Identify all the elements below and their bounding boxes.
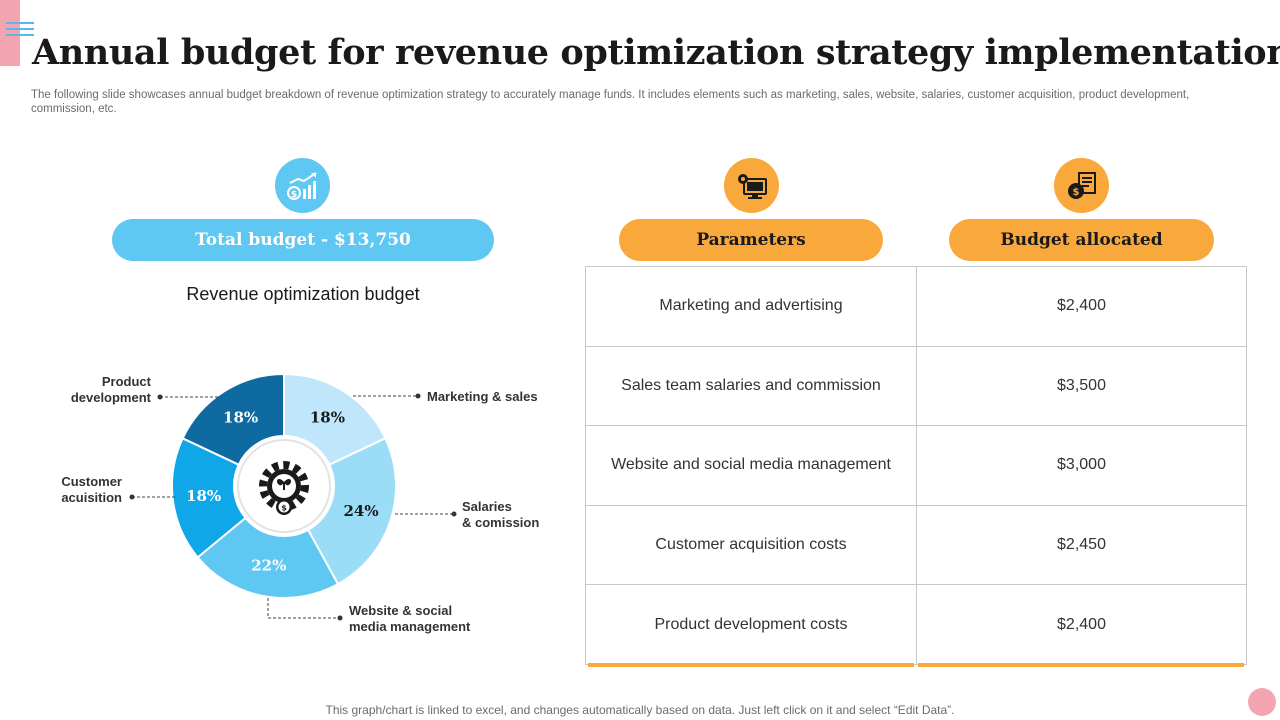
leader-dot bbox=[451, 511, 457, 517]
category-label: Customer acuisition bbox=[61, 474, 122, 505]
slice-value-label: 18% bbox=[223, 409, 258, 427]
svg-text:$: $ bbox=[1072, 187, 1079, 198]
computer-settings-icon bbox=[724, 158, 779, 213]
budget-cell: $3,500 bbox=[916, 345, 1247, 427]
leader-dot bbox=[129, 494, 135, 500]
table-row: Customer acquisition costs $2,450 bbox=[585, 504, 1247, 586]
leader-dot bbox=[157, 394, 163, 400]
slice-value-label: 18% bbox=[310, 409, 345, 427]
page-title: Annual budget for revenue optimization s… bbox=[32, 32, 1280, 73]
category-label: Website & social media management bbox=[349, 603, 471, 634]
parameter-cell: Marketing and advertising bbox=[585, 266, 917, 347]
slice-value-label: 22% bbox=[251, 557, 286, 575]
menu-icon[interactable] bbox=[6, 22, 34, 38]
parameter-cell: Customer acquisition costs bbox=[585, 504, 917, 586]
page-subtitle: The following slide showcases annual bud… bbox=[31, 89, 1190, 115]
parameter-cell: Website and social media management bbox=[585, 425, 917, 506]
footnote: This graph/chart is linked to excel, and… bbox=[325, 703, 955, 717]
svg-text:$: $ bbox=[290, 190, 296, 200]
table-row: Website and social media management $3,0… bbox=[585, 425, 1247, 506]
category-label: Product development bbox=[71, 374, 152, 405]
gear-money-icon: $ bbox=[234, 436, 334, 536]
budget-cell: $3,000 bbox=[916, 425, 1247, 506]
svg-text:$: $ bbox=[281, 504, 287, 513]
table-row: Product development costs $2,400 bbox=[585, 584, 1247, 665]
total-budget-pill: Total budget - $13,750 bbox=[112, 219, 494, 261]
category-label: Salaries & comission bbox=[462, 499, 539, 530]
money-growth-icon: $ bbox=[275, 158, 330, 213]
leader-dot bbox=[337, 615, 343, 621]
corner-dot bbox=[1248, 688, 1276, 716]
budget-table: Marketing and advertising $2,400 Sales t… bbox=[585, 266, 1247, 665]
chart-title: Revenue optimization budget bbox=[186, 284, 420, 304]
category-label: Marketing & sales bbox=[427, 389, 538, 404]
budget-document-icon: $ bbox=[1054, 158, 1109, 213]
corner-accent bbox=[0, 0, 20, 66]
table-row: Sales team salaries and commission $3,50… bbox=[585, 345, 1247, 427]
budget-cell: $2,400 bbox=[916, 584, 1247, 665]
parameters-underline bbox=[588, 663, 914, 667]
parameter-cell: Product development costs bbox=[585, 584, 917, 665]
budget-underline bbox=[918, 663, 1244, 667]
slice-value-label: 18% bbox=[186, 487, 221, 505]
leader-dot bbox=[415, 393, 421, 399]
donut-chart[interactable]: Marketing & sales Salaries & comission Webs… bbox=[0, 330, 580, 650]
slice-value-label: 24% bbox=[343, 502, 378, 520]
budget-cell: $2,450 bbox=[916, 504, 1247, 586]
budget-allocated-header: Budget allocated bbox=[949, 219, 1214, 261]
parameters-header: Parameters bbox=[619, 219, 883, 261]
table-row: Marketing and advertising $2,400 bbox=[585, 266, 1247, 347]
leader-line bbox=[267, 598, 340, 619]
parameter-cell: Sales team salaries and commission bbox=[585, 345, 917, 427]
budget-cell: $2,400 bbox=[916, 266, 1247, 347]
